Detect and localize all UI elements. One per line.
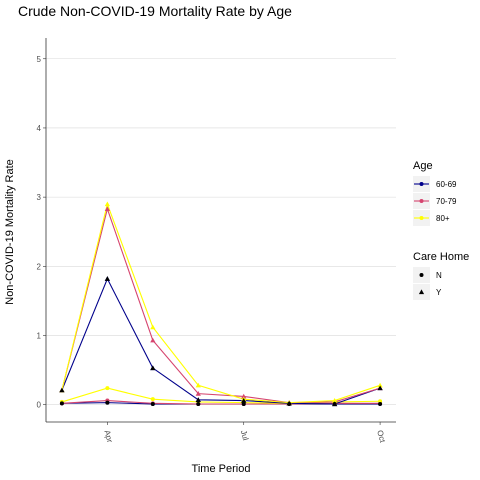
data-point-marker-Y [150,365,156,371]
legend-key-point [419,182,424,186]
legend-care-label: Y [436,288,442,297]
plot-grid [46,58,396,406]
y-tick-label: 5 [37,55,42,64]
data-point-70-79-Y [195,391,201,396]
legend-care-label: N [436,271,442,280]
legend-age-label: 70-79 [436,197,457,206]
legend-age-label: 80+ [436,214,450,223]
y-tick-label: 0 [37,401,42,410]
data-point-marker-Y [286,400,292,406]
data-point-70-79-Y [150,337,156,343]
series-points [59,201,383,407]
x-tick-label: Oct [375,429,387,444]
data-point-marker-Y [104,276,110,281]
legend-shape-N [419,273,424,277]
data-point-marker-N [241,402,246,407]
data-point-marker-Y [377,385,383,391]
legend-age-label: 60-69 [436,180,457,189]
legend-shape-Y [418,289,425,295]
chart-title: Crude Non-COVID-19 Mortality Rate by Age [18,3,292,19]
data-point-marker-Y [241,397,247,403]
data-point-marker-N [378,402,383,407]
data-point-marker-N [105,400,110,405]
series-lines [61,202,381,405]
data-point-80+-Y [332,397,338,403]
data-point-marker-Y [59,387,65,393]
y-tick-label: 1 [37,332,42,341]
legend-key-point [419,199,424,203]
data-point-80+-Y [195,382,201,388]
data-point-80+-N [378,399,383,404]
data-point-marker-N [150,402,155,407]
care-home-legend-title: Care Home [413,251,469,263]
data-point-marker-Y [332,401,338,407]
data-point-80+-N [150,397,155,402]
x-axis-title: Time Period [192,463,251,475]
x-tick-label: Apr [102,429,114,444]
plot-axes: 0 1 2 3 4 5 Apr Jul Oct [37,38,396,444]
legend: Age Care Home 60-69 70-79 80+ NY [413,160,469,300]
series-line-70-79-Y [61,206,381,404]
data-point-70-79-Y [241,393,247,399]
legend-key-point [419,216,424,220]
data-point-80+-Y [104,201,110,207]
data-point-80+-Y [377,382,383,388]
y-axis-title: Non-COVID-19 Mortality Rate [4,159,16,305]
series-line-60-69-Y [61,277,381,405]
data-point-70-79-Y [104,206,110,211]
y-tick-label: 4 [37,124,42,133]
data-point-marker-N [196,402,201,407]
y-tick-label: 3 [37,193,42,202]
data-point-marker-Y [195,397,201,402]
data-point-80+-N [105,386,110,391]
x-tick-label: Jul [239,429,250,441]
y-tick-label: 2 [37,262,42,271]
age-legend-title: Age [413,160,433,172]
data-point-marker-N [59,401,64,406]
series-line-80+-Y [61,202,381,404]
data-point-80+-Y [150,324,156,330]
